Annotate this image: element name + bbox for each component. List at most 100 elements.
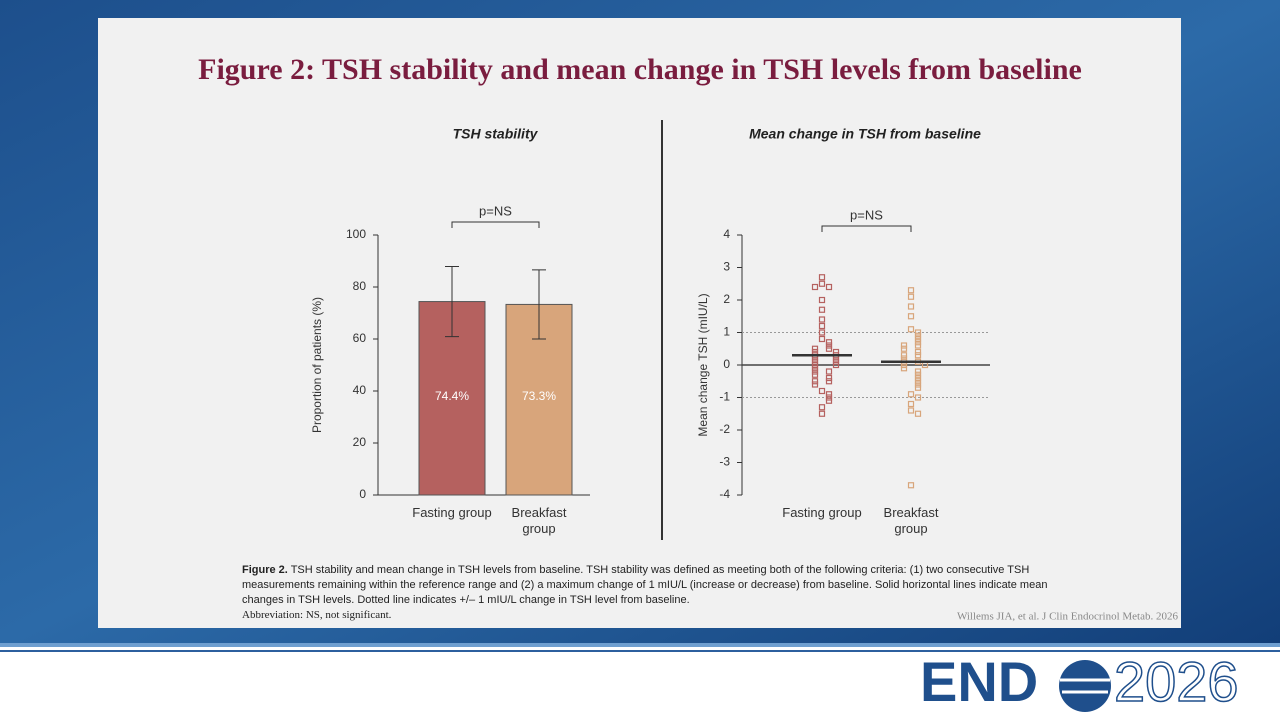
- point: [914, 394, 922, 401]
- point: [825, 378, 833, 385]
- point: [907, 293, 915, 300]
- chart-title: TSH stability: [453, 126, 539, 142]
- significance-bracket: [451, 221, 540, 228]
- point: [914, 352, 922, 359]
- footer-rule: [0, 643, 1280, 647]
- error-bar: [445, 265, 459, 338]
- point: [818, 274, 826, 281]
- x-tick-label: Breakfast group: [511, 505, 567, 536]
- x-tick-label: Breakfast group: [883, 505, 939, 536]
- point: [818, 316, 826, 323]
- logo-globe: [1059, 660, 1111, 712]
- point: [914, 384, 922, 391]
- point: [825, 374, 833, 382]
- point: [811, 358, 819, 365]
- point: [825, 368, 833, 375]
- caption-text: TSH stability and mean change in TSH lev…: [242, 564, 1048, 606]
- y-tick-label: -1: [719, 390, 730, 404]
- point: [907, 400, 915, 408]
- annotation: p=NS: [479, 203, 512, 218]
- point: [832, 361, 840, 369]
- point: [914, 342, 922, 349]
- x-tick-label: Fasting group: [782, 505, 862, 520]
- point: [907, 326, 915, 333]
- point: [914, 378, 922, 385]
- point: [811, 371, 819, 378]
- y-tick-label: -2: [719, 422, 730, 436]
- point: [825, 391, 833, 398]
- point: [811, 345, 819, 352]
- point: [818, 329, 826, 336]
- significance-bracket: [821, 225, 912, 232]
- caption-label: Figure 2.: [242, 564, 288, 576]
- x-tick-label: Fasting group: [412, 505, 492, 520]
- citation: Willems JIA, et al. J Clin Endocrinol Me…: [957, 611, 1179, 623]
- point: [914, 368, 922, 375]
- point: [907, 482, 915, 489]
- logo-left: END: [920, 650, 1038, 713]
- point: [825, 283, 833, 291]
- point: [914, 339, 922, 346]
- point: [825, 345, 833, 352]
- y-tick-label: 3: [723, 260, 730, 274]
- point: [818, 280, 826, 287]
- y-tick-label: 60: [353, 331, 367, 345]
- point: [811, 381, 819, 388]
- y-tick-label: 100: [346, 227, 366, 241]
- y-tick-label: 0: [723, 357, 730, 371]
- point: [818, 306, 826, 313]
- annotation: p=NS: [850, 207, 883, 222]
- value-label: 73.3%: [522, 389, 556, 403]
- point: [825, 342, 833, 349]
- y-tick-label: 4: [723, 227, 730, 241]
- point: [900, 352, 908, 359]
- point: [914, 329, 922, 336]
- point: [907, 303, 915, 310]
- point: [825, 339, 833, 346]
- slide-title: Figure 2: TSH stability and mean change …: [198, 53, 1082, 86]
- point: [818, 410, 826, 417]
- y-tick-label: 40: [353, 383, 367, 397]
- point: [811, 361, 819, 369]
- footer-rule: [0, 650, 1280, 652]
- point: [825, 397, 833, 404]
- panel: [98, 18, 1181, 628]
- y-axis-label: Proportion of patients (%): [310, 297, 324, 433]
- y-tick-label: 0: [359, 487, 366, 501]
- point: [825, 394, 833, 401]
- point: [914, 371, 922, 378]
- point: [818, 387, 826, 395]
- point: [907, 407, 915, 414]
- point: [818, 335, 826, 343]
- y-tick-label: 80: [353, 279, 367, 293]
- chart-title: Mean change in TSH from baseline: [749, 126, 981, 142]
- point: [914, 335, 922, 343]
- y-axis-label: Mean change TSH (mIU/L): [696, 293, 710, 436]
- y-tick-label: 2: [723, 292, 730, 306]
- point: [818, 322, 826, 330]
- point: [914, 374, 922, 382]
- point: [811, 365, 819, 372]
- bar: [505, 303, 573, 496]
- point: [914, 381, 922, 388]
- point: [907, 313, 915, 320]
- point: [900, 345, 908, 352]
- point: [818, 296, 826, 304]
- point: [907, 287, 915, 294]
- caption: Figure 2. TSH stability and mean change …: [242, 563, 1072, 623]
- logo-globe-lines: [1060, 678, 1110, 694]
- y-tick-label: 1: [723, 325, 730, 339]
- abbreviation: Abbreviation: NS, not significant.: [242, 609, 392, 621]
- point: [818, 404, 826, 411]
- point: [811, 368, 819, 375]
- point: [900, 342, 908, 349]
- point: [914, 332, 922, 339]
- y-tick-label: -4: [719, 487, 730, 501]
- point: [811, 283, 819, 291]
- value-label: 74.4%: [435, 389, 469, 403]
- point: [914, 410, 922, 417]
- y-tick-label: -3: [719, 455, 730, 469]
- error-bar: [532, 269, 546, 340]
